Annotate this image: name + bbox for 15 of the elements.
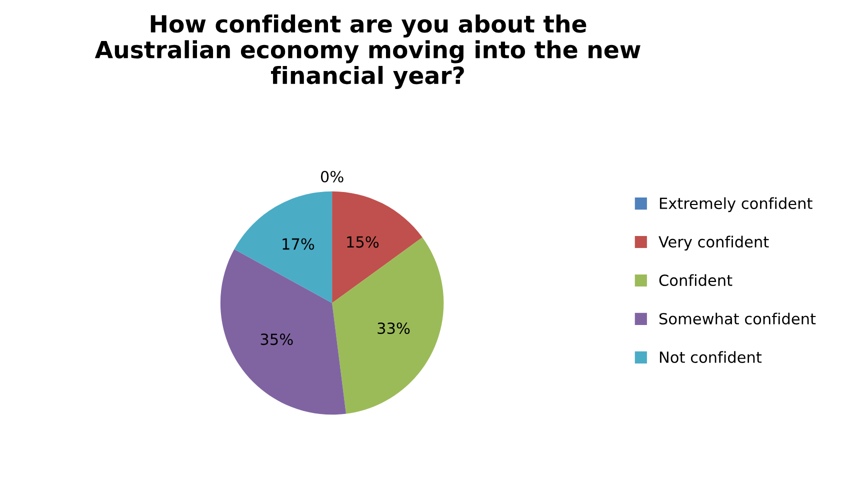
data-label: 35% (260, 334, 293, 346)
pie-slice (234, 191, 332, 303)
data-label: 33% (378, 322, 410, 334)
pie-slice (332, 191, 422, 303)
legend-label: Confident (659, 274, 732, 286)
data-label: 15% (347, 236, 379, 248)
legend-label: Extremely confident (660, 197, 812, 212)
chart-title: How confident are you about the Australian economy moving into the new financial year? (94, 14, 640, 89)
legend-label: Somewhat confident (659, 312, 816, 325)
text: 0% (320, 170, 344, 182)
pie-slice (332, 237, 444, 414)
data-label: 17% (282, 238, 314, 250)
pie-slice (220, 249, 346, 415)
legend-label: Not confident (660, 351, 762, 363)
legend-label: Very confident (658, 236, 769, 251)
